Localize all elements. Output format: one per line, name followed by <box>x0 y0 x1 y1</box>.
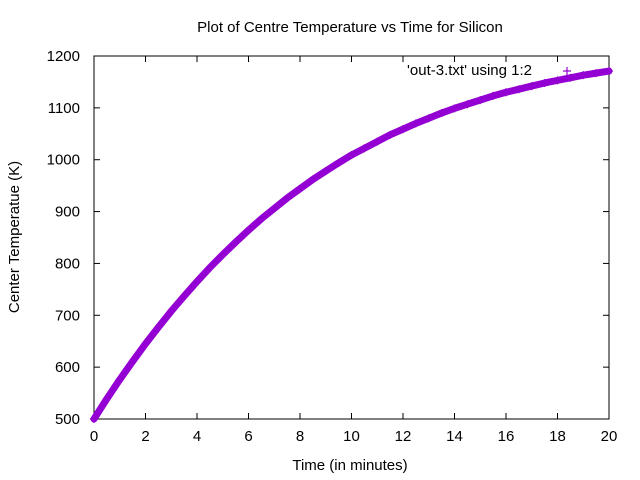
data-point <box>270 204 279 213</box>
data-point <box>128 357 137 366</box>
axis-tick-labels: 0 2 4 6 8 10 12 14 16 18 20 500 600 700 800 900 1000 1100… <box>47 48 618 445</box>
series-layer <box>90 67 613 423</box>
data-point <box>167 307 176 316</box>
data-point <box>514 85 523 94</box>
x-tick-label: 4 <box>193 428 201 445</box>
data-point <box>463 100 472 109</box>
data-point <box>399 125 407 134</box>
x-tick-label: 10 <box>343 428 360 445</box>
y-tick-label: 1000 <box>47 152 80 169</box>
data-point <box>115 375 124 384</box>
data-point <box>386 130 395 139</box>
x-tick-label: 8 <box>296 428 304 445</box>
data-point <box>283 194 292 203</box>
data-point <box>360 144 369 153</box>
axis-ticks <box>93 55 610 420</box>
x-tick-label: 14 <box>446 428 463 445</box>
y-tick-label: 800 <box>55 255 80 272</box>
data-point <box>540 78 549 87</box>
data-point <box>424 114 433 123</box>
data-point <box>296 184 304 193</box>
data-point <box>154 323 163 332</box>
data-series <box>90 67 613 423</box>
data-point <box>527 82 536 91</box>
data-point <box>180 292 189 301</box>
x-tick-label: 2 <box>141 428 149 445</box>
legend-plus-marker <box>563 67 571 75</box>
x-tick-label: 6 <box>244 428 252 445</box>
data-point <box>553 76 562 85</box>
y-tick-label: 1100 <box>48 100 80 117</box>
legend-label: 'out-3.txt' using 1:2 <box>407 62 532 79</box>
data-point <box>437 109 446 118</box>
plot-border <box>93 55 610 420</box>
y-tick-label: 900 <box>55 204 80 221</box>
data-point <box>205 263 214 272</box>
data-point <box>308 175 317 184</box>
data-point <box>231 238 240 247</box>
plot-area: 0 2 4 6 8 10 12 14 16 18 20 500 600 700 800 900 1000 1100… <box>47 48 618 445</box>
y-tick-label: 500 <box>55 411 80 428</box>
data-point <box>244 226 253 235</box>
legend: 'out-3.txt' using 1:2 <box>407 62 571 79</box>
data-point <box>334 158 343 167</box>
x-tick-label: 16 <box>498 428 515 445</box>
data-point <box>141 339 150 348</box>
data-point <box>218 250 227 259</box>
data-point <box>450 104 459 113</box>
data-point <box>102 394 111 403</box>
y-tick-label: 1200 <box>47 48 80 65</box>
data-point <box>605 67 613 76</box>
y-axis-label: Center Temperatue (K) <box>6 161 23 313</box>
x-tick-label: 20 <box>601 428 618 445</box>
data-point <box>347 151 356 160</box>
series-band <box>90 67 613 423</box>
chart-title: Plot of Centre Temperature vs Time for S… <box>197 19 503 36</box>
data-point <box>489 91 498 100</box>
data-point <box>90 415 98 423</box>
data-point <box>579 71 588 80</box>
x-tick-label: 18 <box>549 428 566 445</box>
data-point <box>592 69 601 78</box>
y-tick-label: 600 <box>55 359 80 376</box>
x-tick-label: 12 <box>395 428 412 445</box>
data-point <box>257 214 266 223</box>
data-point <box>321 167 330 176</box>
data-point <box>373 137 382 146</box>
data-point <box>566 73 575 82</box>
data-point <box>476 96 485 105</box>
x-tick-label: 0 <box>90 428 98 445</box>
x-axis-label: Time (in minutes) <box>292 457 407 474</box>
data-point <box>411 119 420 128</box>
y-tick-label: 700 <box>55 307 80 324</box>
legend-marker <box>563 67 571 75</box>
data-point <box>193 277 201 286</box>
data-point <box>502 88 510 97</box>
